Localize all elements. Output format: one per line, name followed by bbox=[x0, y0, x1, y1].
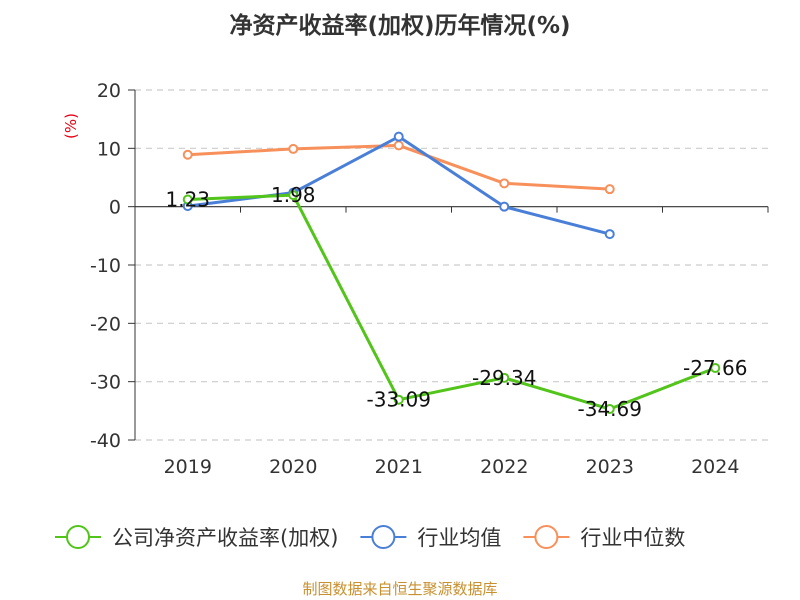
x-tick-label: 2021 bbox=[375, 456, 423, 478]
legend-label: 行业中位数 bbox=[580, 526, 685, 550]
data-point bbox=[288, 190, 299, 201]
data-point bbox=[288, 143, 299, 154]
axes: 20 10 0 -10 -20 -30 -40 2019 2020 2021 2022 2023 202… bbox=[90, 80, 769, 478]
data-point bbox=[499, 178, 510, 189]
legend-marker bbox=[66, 525, 90, 549]
legend-item-0: 公司净资产收益率(加权) bbox=[55, 525, 338, 550]
data-label: -34.69 bbox=[578, 397, 642, 421]
y-tick-label: 10 bbox=[97, 138, 121, 160]
legend-item-1: 行业均值 bbox=[360, 525, 501, 550]
data-point bbox=[710, 363, 721, 374]
source-note: 制图数据来自恒生聚源数据库 bbox=[302, 580, 497, 598]
data-label: -33.09 bbox=[367, 388, 431, 412]
series-lines bbox=[182, 131, 721, 415]
y-tick-label: -40 bbox=[90, 430, 121, 452]
data-label: -29.34 bbox=[472, 366, 536, 390]
data-point bbox=[604, 404, 615, 415]
series-line-2 bbox=[187, 143, 610, 191]
data-point bbox=[604, 184, 615, 195]
y-tick-label: 20 bbox=[97, 80, 121, 102]
data-label: 1.23 bbox=[165, 187, 210, 211]
x-tick-label: 2019 bbox=[164, 456, 212, 478]
data-label: 1.98 bbox=[271, 183, 316, 207]
chart-title: 净资产收益率(加权)历年情况(%) bbox=[229, 12, 570, 39]
legend-marker bbox=[371, 525, 396, 549]
x-tick-label: 2020 bbox=[269, 456, 317, 478]
data-label: -27.66 bbox=[683, 356, 747, 380]
legend-label: 行业均值 bbox=[417, 526, 501, 550]
data-point bbox=[393, 140, 404, 151]
legend-marker bbox=[534, 525, 559, 549]
legend-label: 公司净资产收益率(加权) bbox=[112, 526, 338, 550]
data-point bbox=[182, 194, 193, 205]
legend-item-2: 行业中位数 bbox=[523, 525, 685, 550]
data-point bbox=[393, 394, 404, 405]
data-point bbox=[499, 201, 510, 212]
y-tick-label: 0 bbox=[109, 197, 121, 219]
y-tick-label: -20 bbox=[90, 313, 121, 335]
series-line-0 bbox=[187, 193, 716, 411]
legend: 公司净资产收益率(加权) 行业均值 行业中位数 bbox=[55, 525, 685, 550]
data-point bbox=[393, 131, 404, 142]
data-point bbox=[604, 229, 615, 240]
x-tick-label: 2024 bbox=[691, 456, 739, 478]
y-tick-label: -30 bbox=[90, 372, 121, 394]
data-point bbox=[499, 372, 510, 383]
data-point bbox=[182, 149, 193, 160]
x-tick-label: 2022 bbox=[480, 456, 528, 478]
data-labels: 1.23 1.98 -33.09 -29.34 -34.69 -27.66 bbox=[165, 183, 747, 421]
y-tick-label: -10 bbox=[90, 255, 121, 277]
x-tick-label: 2023 bbox=[586, 456, 634, 478]
y-axis-unit: (%) bbox=[62, 113, 80, 139]
